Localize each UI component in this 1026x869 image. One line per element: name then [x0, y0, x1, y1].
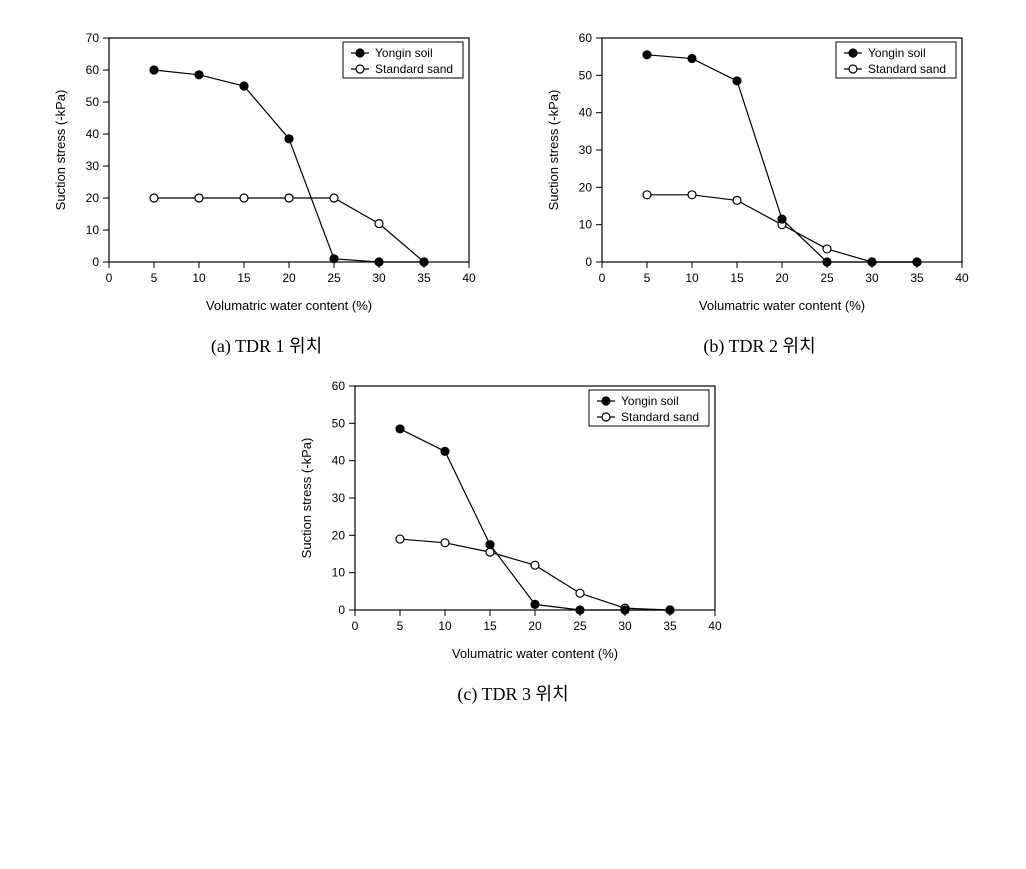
svg-text:Yongin soil: Yongin soil — [621, 394, 679, 408]
svg-text:0: 0 — [92, 255, 99, 269]
svg-text:30: 30 — [85, 159, 99, 173]
svg-text:15: 15 — [237, 271, 251, 285]
svg-text:Yongin soil: Yongin soil — [868, 46, 926, 60]
svg-text:0: 0 — [598, 271, 605, 285]
chart-svg: 0 5 10 15 20 25 30 35 40 0 10 20 30 40 50 60 70 Volumatri… — [47, 20, 487, 320]
svg-text:5: 5 — [150, 271, 157, 285]
svg-text:40: 40 — [578, 106, 592, 120]
svg-text:Volumatric water content (%): Volumatric water content (%) — [205, 298, 371, 313]
svg-text:60: 60 — [85, 63, 99, 77]
panel-b: 0 5 10 15 20 25 30 35 40 0 10 20 30 40 50 60 Volumatric … — [540, 20, 980, 358]
svg-text:10: 10 — [685, 271, 699, 285]
svg-text:20: 20 — [775, 271, 789, 285]
svg-text:0: 0 — [352, 619, 359, 633]
svg-text:50: 50 — [85, 95, 99, 109]
svg-text:20: 20 — [578, 180, 592, 194]
svg-text:50: 50 — [578, 68, 592, 82]
svg-text:20: 20 — [282, 271, 296, 285]
caption-b: (b) TDR 2 위치 — [703, 332, 815, 358]
svg-text:35: 35 — [417, 271, 431, 285]
svg-text:10: 10 — [578, 218, 592, 232]
svg-text:10: 10 — [332, 566, 346, 580]
svg-text:Suction stress (-kPa): Suction stress (-kPa) — [299, 438, 314, 559]
chart-svg: 0 5 10 15 20 25 30 35 40 0 10 20 30 40 50 60 Volumatric … — [540, 20, 980, 320]
svg-text:20: 20 — [332, 528, 346, 542]
svg-text:40: 40 — [85, 127, 99, 141]
svg-text:Suction stress (-kPa): Suction stress (-kPa) — [546, 90, 561, 211]
svg-text:Volumatric water content (%): Volumatric water content (%) — [698, 298, 864, 313]
svg-text:40: 40 — [955, 271, 969, 285]
svg-text:50: 50 — [332, 416, 346, 430]
caption-a: (a) TDR 1 위치 — [211, 332, 322, 358]
chart-a: 0 5 10 15 20 25 30 35 40 0 10 20 30 40 50 60 70 Volumatri… — [47, 20, 487, 320]
svg-text:10: 10 — [192, 271, 206, 285]
svg-text:5: 5 — [643, 271, 650, 285]
svg-text:0: 0 — [105, 271, 112, 285]
svg-text:60: 60 — [332, 379, 346, 393]
svg-text:0: 0 — [338, 603, 345, 617]
svg-text:30: 30 — [578, 143, 592, 157]
svg-text:5: 5 — [397, 619, 404, 633]
panel-c: 0 5 10 15 20 25 30 35 40 0 10 20 30 40 50 60 Volumatric … — [293, 368, 733, 706]
svg-text:30: 30 — [372, 271, 386, 285]
caption-c: (c) TDR 3 위치 — [457, 680, 568, 706]
svg-text:25: 25 — [327, 271, 341, 285]
chart-b: 0 5 10 15 20 25 30 35 40 0 10 20 30 40 50 60 Volumatric … — [540, 20, 980, 320]
svg-text:10: 10 — [438, 619, 452, 633]
svg-text:20: 20 — [528, 619, 542, 633]
svg-text:15: 15 — [483, 619, 497, 633]
svg-text:25: 25 — [820, 271, 834, 285]
svg-text:30: 30 — [618, 619, 632, 633]
svg-text:35: 35 — [663, 619, 677, 633]
svg-text:70: 70 — [85, 31, 99, 45]
svg-text:Volumatric water content (%): Volumatric water content (%) — [452, 646, 618, 661]
chart-svg: 0 5 10 15 20 25 30 35 40 0 10 20 30 40 50 60 Volumatric … — [293, 368, 733, 668]
panel-a: 0 5 10 15 20 25 30 35 40 0 10 20 30 40 50 60 70 Volumatri… — [47, 20, 487, 358]
svg-text:15: 15 — [730, 271, 744, 285]
svg-text:35: 35 — [910, 271, 924, 285]
svg-text:30: 30 — [865, 271, 879, 285]
svg-text:60: 60 — [578, 31, 592, 45]
svg-text:40: 40 — [708, 619, 722, 633]
svg-text:40: 40 — [332, 454, 346, 468]
svg-text:10: 10 — [85, 223, 99, 237]
svg-text:Standard sand: Standard sand — [868, 62, 946, 76]
svg-text:25: 25 — [573, 619, 587, 633]
svg-text:40: 40 — [462, 271, 476, 285]
svg-text:Suction stress (-kPa): Suction stress (-kPa) — [53, 90, 68, 211]
svg-text:Yongin soil: Yongin soil — [375, 46, 433, 60]
svg-text:Standard sand: Standard sand — [375, 62, 453, 76]
svg-text:20: 20 — [85, 191, 99, 205]
svg-text:30: 30 — [332, 491, 346, 505]
chart-c: 0 5 10 15 20 25 30 35 40 0 10 20 30 40 50 60 Volumatric … — [293, 368, 733, 668]
svg-text:0: 0 — [585, 255, 592, 269]
svg-text:Standard sand: Standard sand — [621, 410, 699, 424]
